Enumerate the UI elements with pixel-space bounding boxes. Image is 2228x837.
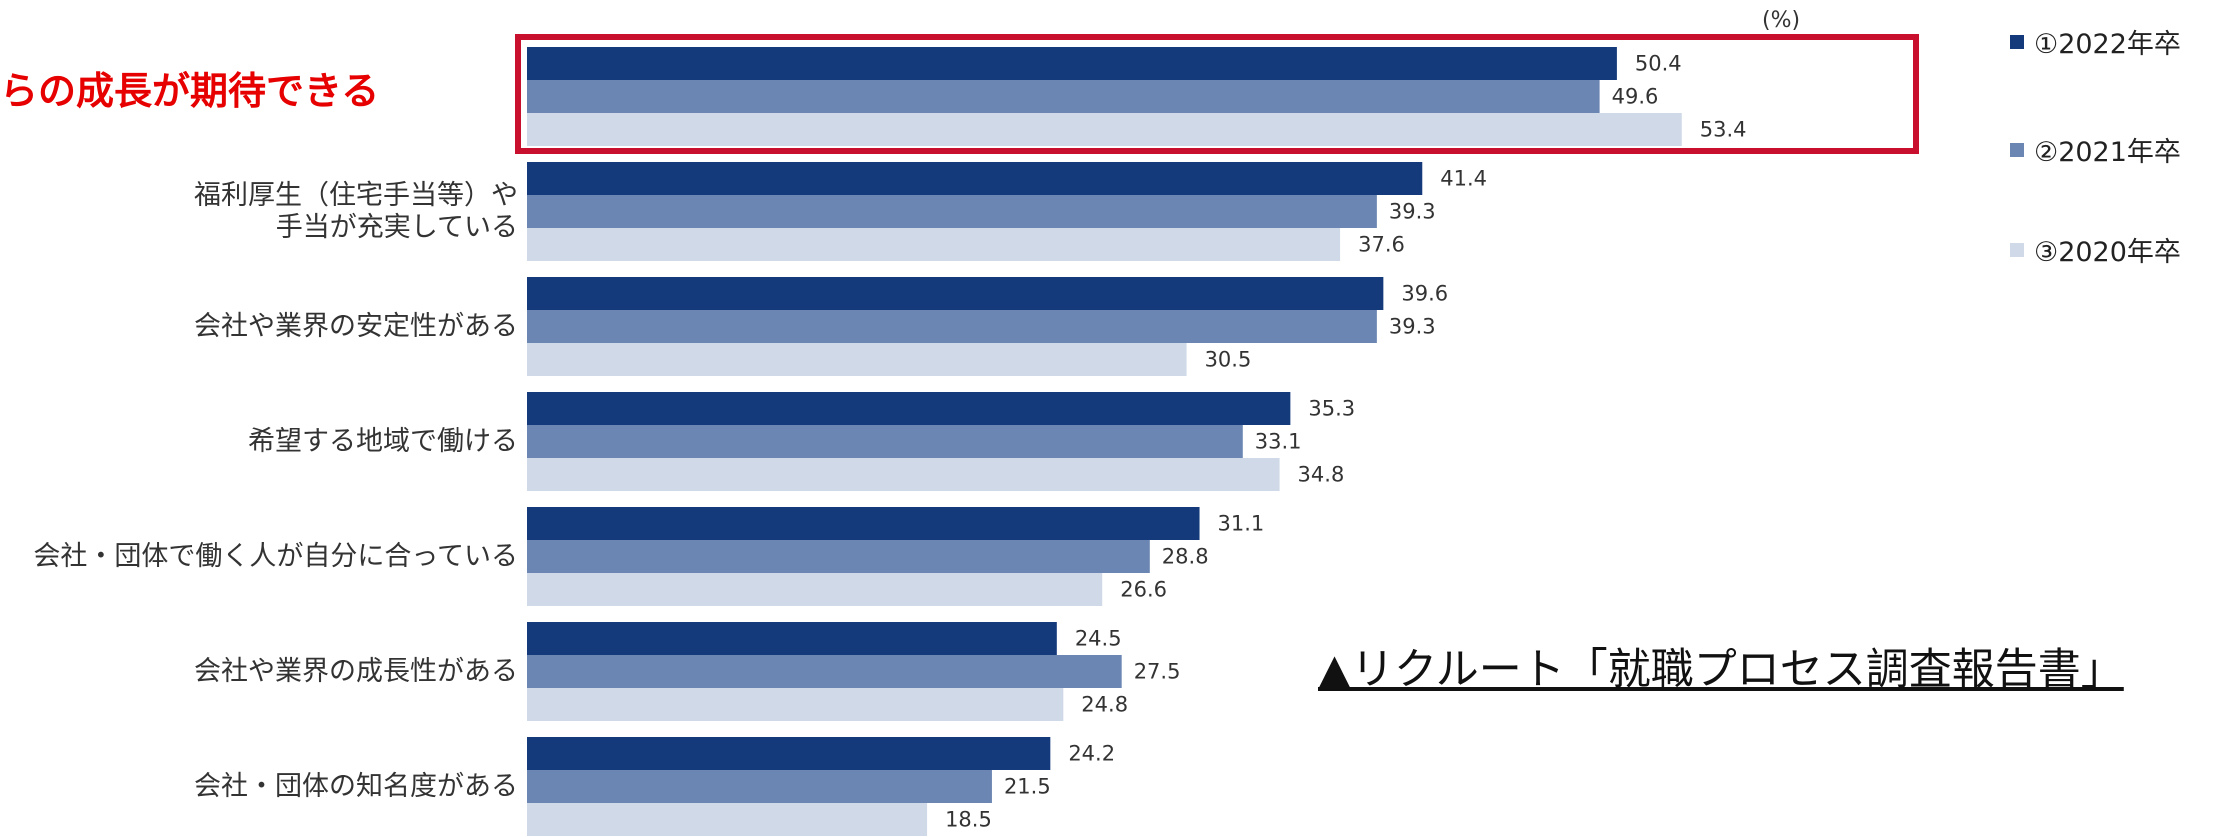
bar-value-label: 49.6 bbox=[1612, 85, 1659, 109]
bar-value-label: 39.6 bbox=[1401, 282, 1448, 306]
bar-2021 bbox=[527, 540, 1150, 573]
bar-2020 bbox=[527, 113, 1682, 146]
legend-label-2022: ①2022年卒 bbox=[2034, 29, 2181, 60]
unit-label: (%) bbox=[1762, 8, 1801, 33]
bar-value-label: 34.8 bbox=[1298, 463, 1345, 487]
highlight-box bbox=[515, 34, 1919, 154]
bar-2022 bbox=[527, 392, 1291, 425]
bar-2022 bbox=[527, 277, 1384, 310]
legend-item-2021: ②2021年卒 bbox=[2010, 130, 2181, 169]
legend-label-2021: ②2021年卒 bbox=[2034, 137, 2181, 168]
bar-value-label: 37.6 bbox=[1358, 233, 1405, 257]
bar-value-label: 26.6 bbox=[1120, 578, 1167, 602]
legend-swatch-2022 bbox=[2010, 34, 2024, 49]
bar-value-label: 50.4 bbox=[1635, 52, 1682, 76]
bar-value-label: 53.4 bbox=[1700, 118, 1747, 142]
highlight-title: らの成長が期待できる bbox=[0, 69, 380, 113]
bar-2020 bbox=[527, 458, 1280, 491]
bar-2021 bbox=[527, 195, 1377, 228]
bar-value-label: 24.2 bbox=[1068, 742, 1115, 766]
bar-value-label: 30.5 bbox=[1205, 348, 1252, 372]
bar-2022 bbox=[527, 507, 1200, 540]
legend-item-2022: ①2022年卒 bbox=[2010, 22, 2181, 61]
legend-item-2020: ③2020年卒 bbox=[2010, 230, 2181, 269]
category-label: 希望する地域で働ける bbox=[248, 425, 518, 457]
category-label: 会社・団体の知名度がある bbox=[194, 770, 518, 802]
source-note[interactable]: ▲リクルート「就職プロセス調査報告書」 bbox=[1318, 645, 2124, 695]
bar-value-label: 21.5 bbox=[1004, 775, 1051, 799]
legend-swatch-2020 bbox=[2010, 242, 2024, 257]
category-label: 会社や業界の安定性がある bbox=[194, 310, 518, 342]
legend-swatch-2021 bbox=[2010, 142, 2024, 157]
bar-2021 bbox=[527, 80, 1600, 113]
category-label: 会社・団体で働く人が自分に合っている bbox=[33, 540, 518, 572]
bar-value-label: 31.1 bbox=[1218, 512, 1265, 536]
bar-2020 bbox=[527, 343, 1187, 376]
bar-value-label: 18.5 bbox=[945, 808, 992, 832]
legend-label-2020: ③2020年卒 bbox=[2034, 237, 2181, 268]
category-label: 手当が充実している bbox=[275, 211, 518, 243]
bar-2021 bbox=[527, 770, 992, 803]
bar-2021 bbox=[527, 655, 1122, 688]
bar-value-label: 24.8 bbox=[1081, 693, 1128, 717]
bar-2020 bbox=[527, 573, 1103, 606]
bar-2022 bbox=[527, 162, 1423, 195]
bar-value-label: 28.8 bbox=[1162, 545, 1209, 569]
bar-value-label: 39.3 bbox=[1389, 315, 1436, 339]
bar-value-label: 24.5 bbox=[1075, 627, 1122, 651]
bar-value-label: 41.4 bbox=[1440, 167, 1487, 191]
bar-2020 bbox=[527, 803, 928, 836]
bar-2021 bbox=[527, 425, 1243, 458]
bar-value-label: 39.3 bbox=[1389, 200, 1436, 224]
bar-value-label: 27.5 bbox=[1134, 660, 1181, 684]
bar-2022 bbox=[527, 47, 1617, 80]
category-label: 会社や業界の成長性がある bbox=[194, 655, 518, 687]
bar-2021 bbox=[527, 310, 1377, 343]
category-label: 福利厚生（住宅手当等）や bbox=[194, 179, 518, 211]
bar-value-label: 33.1 bbox=[1255, 430, 1302, 454]
bar-2020 bbox=[527, 228, 1341, 261]
bar-2022 bbox=[527, 622, 1057, 655]
bar-2020 bbox=[527, 688, 1064, 721]
bar-2022 bbox=[527, 737, 1051, 770]
bar-value-label: 35.3 bbox=[1308, 397, 1355, 421]
